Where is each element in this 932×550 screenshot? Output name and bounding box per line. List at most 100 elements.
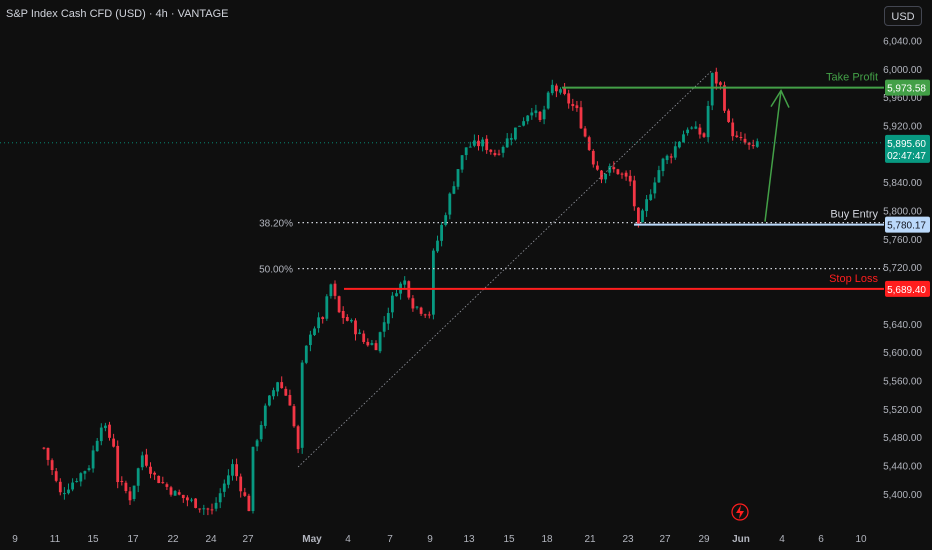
candle-body [550, 84, 554, 94]
candle [678, 141, 681, 149]
candle-body [686, 129, 689, 134]
candle [165, 482, 169, 491]
candle [444, 212, 448, 227]
take-profit-label: Take Profit [826, 72, 878, 84]
y-tick-label: 5,560.00 [883, 377, 922, 388]
x-tick-label: 4 [779, 534, 785, 545]
candle-body [366, 341, 370, 346]
currency-button[interactable]: USD [884, 6, 922, 26]
candle-body [702, 133, 706, 137]
candle [329, 283, 333, 299]
x-tick-label: 6 [818, 534, 824, 545]
candle-body [415, 306, 419, 308]
candle-body [522, 121, 525, 126]
candle-body [632, 180, 636, 207]
symbol-title[interactable]: S&P Index Cash CFD (USD) · 4h · VANTAGE [6, 8, 229, 20]
candle-body [198, 508, 202, 510]
candle-body [259, 425, 263, 440]
candle-body [452, 186, 456, 194]
candle [231, 459, 234, 481]
candle-body [436, 240, 439, 252]
candle [99, 423, 103, 446]
candle-body [280, 382, 284, 389]
candle [304, 345, 308, 365]
candle [190, 497, 193, 503]
candle [440, 222, 443, 247]
candle [120, 476, 124, 486]
candle [600, 169, 603, 184]
candle-body [157, 475, 161, 484]
candle [608, 163, 612, 176]
lightning-icon-bolt [736, 505, 744, 519]
x-tick-label: 29 [698, 534, 710, 545]
candle [489, 149, 493, 155]
candle-body [79, 473, 83, 482]
lightning-icon-ring [731, 503, 749, 521]
candle-body [63, 493, 66, 495]
candle [374, 340, 378, 351]
x-tick-label: 9 [12, 534, 18, 545]
candle [542, 105, 546, 125]
candle-body [222, 483, 226, 492]
candle [407, 280, 411, 300]
target-arrow-head [770, 89, 790, 108]
candle [177, 489, 181, 496]
overlays: 38.20% 50.00% Take Profit Buy Entry Stop Los… [0, 70, 884, 521]
candle [526, 115, 530, 125]
candle [206, 507, 210, 516]
candle-body [624, 172, 628, 177]
candle [567, 89, 571, 109]
candle-body [735, 135, 739, 138]
candle-body [468, 146, 472, 148]
candles [42, 67, 759, 516]
candle [251, 446, 255, 514]
candle [268, 395, 271, 407]
take-profit-price-tag-bg [885, 79, 930, 96]
y-tick-label: 5,760.00 [883, 235, 922, 246]
candle-body [583, 128, 587, 137]
candle-body [194, 498, 197, 508]
candle-body [132, 485, 136, 499]
candle-body [714, 71, 718, 84]
current-price-tag: 5,895.60 [887, 139, 926, 150]
candle [136, 467, 140, 493]
candle-body [218, 493, 222, 503]
candle-body [538, 111, 542, 120]
candle [227, 469, 230, 489]
candle [399, 281, 402, 300]
candle-body [723, 85, 726, 111]
candle-body [432, 250, 435, 315]
current-price-tag-bg [885, 134, 930, 163]
candle-body [124, 482, 128, 492]
candle-body [530, 112, 534, 116]
candle-body [669, 156, 673, 158]
candle-body [251, 446, 255, 512]
candle-body [243, 492, 247, 496]
candle-body [501, 147, 505, 153]
y-tick-label: 5,480.00 [883, 433, 922, 444]
candle [194, 498, 197, 509]
candle [555, 83, 558, 98]
candle [46, 447, 50, 466]
candle-body [300, 362, 304, 448]
candle-body [546, 92, 550, 109]
candle-body [403, 280, 407, 285]
candle [481, 137, 484, 152]
candle [632, 175, 636, 211]
candle-body [747, 142, 751, 145]
candle [169, 485, 173, 497]
candle [386, 307, 390, 330]
candle-body [227, 475, 230, 485]
candle [653, 177, 657, 199]
candle [210, 503, 214, 515]
candle [288, 389, 292, 406]
candle [112, 433, 115, 448]
candle-body [181, 494, 185, 499]
x-tick-label: Jun [732, 534, 750, 545]
candle [550, 79, 554, 96]
candle [108, 421, 111, 441]
candle-body [235, 464, 238, 477]
stop-loss-label: Stop Loss [829, 273, 878, 285]
candle-body [653, 182, 657, 194]
